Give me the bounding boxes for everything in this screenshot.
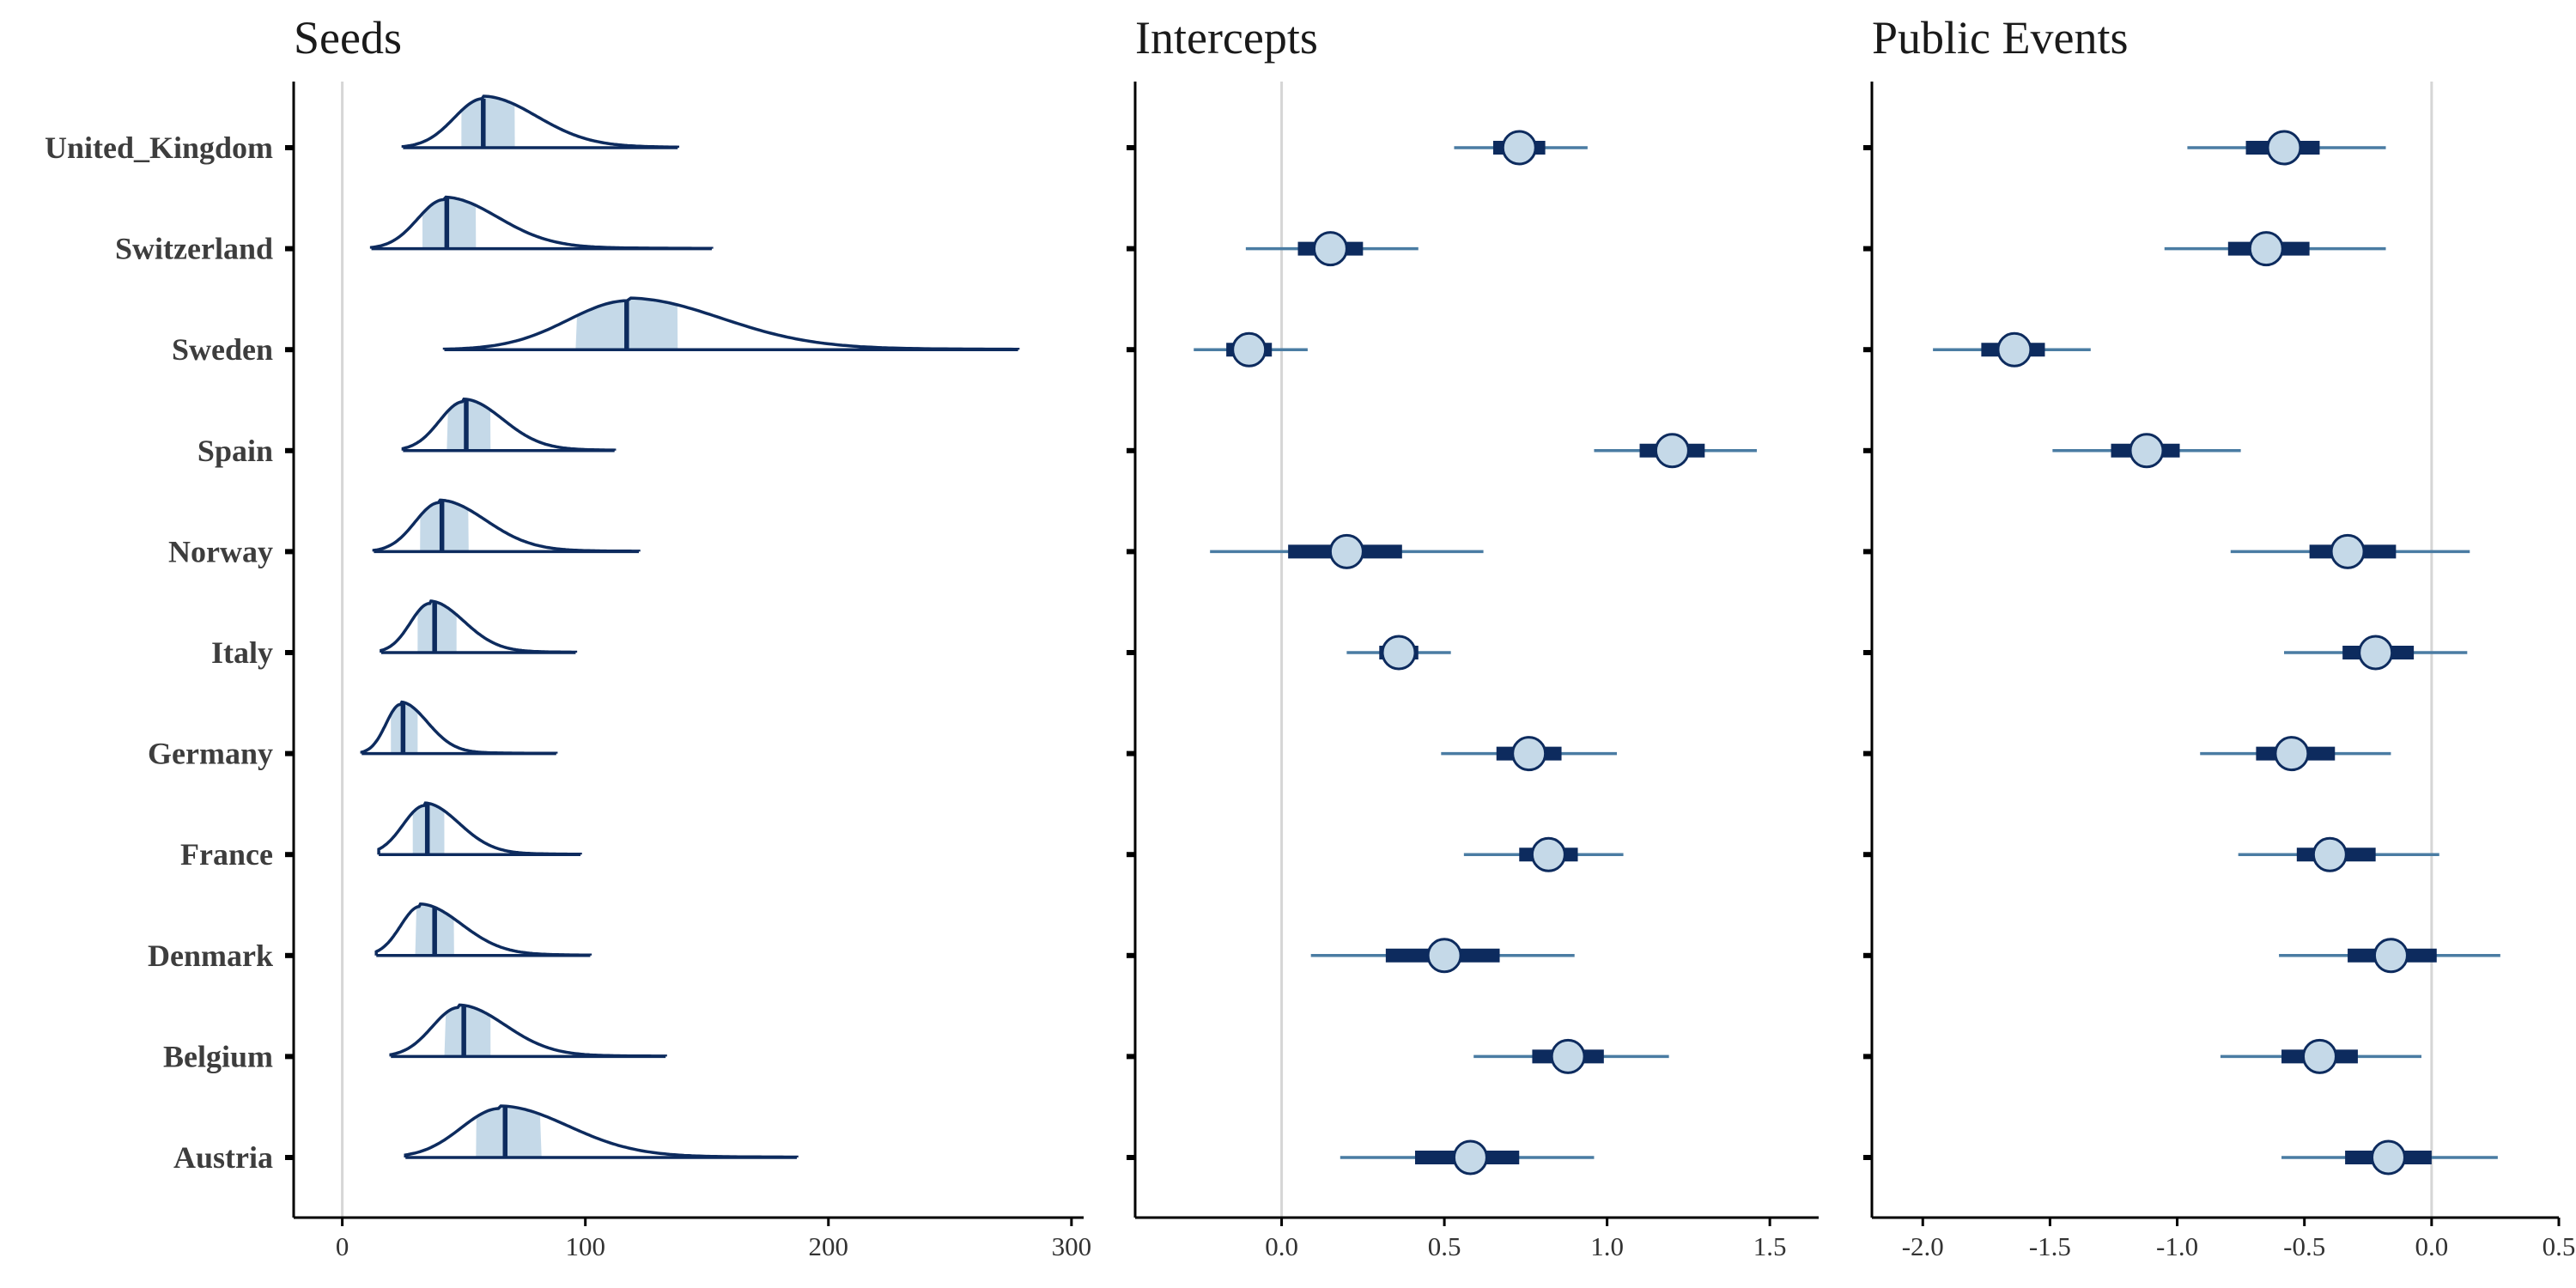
point-estimate-norway [2330,533,2366,569]
density-curve-italy [380,599,578,654]
x-tick-label: -1.0 [2156,1231,2198,1261]
point-estimate-spain [1654,433,1690,469]
x-tick-label: -0.5 [2283,1231,2325,1261]
point-estimate-united-kingdom [1501,130,1537,166]
point-estimate-denmark [1426,938,1462,974]
panel-seeds: Seeds 0 100 200 300 United_Kingdom Switzerlan… [45,12,1091,1261]
point-estimate-united-kingdom [2266,130,2302,166]
point-estimate-norway [1328,533,1364,569]
point-estimate-germany [2274,736,2310,772]
panel-intercepts: Intercepts 0.0 0.5 1.0 1.5 [1127,12,1819,1261]
density-curve-france [377,801,582,856]
density-curve-norway [372,498,641,553]
density-band-norway [420,500,469,552]
point-estimate-germany [1511,736,1547,772]
density-curve-austria [404,1104,799,1159]
country-label-austria: Austria [173,1140,273,1175]
x-tick-label: 0.0 [2415,1231,2448,1261]
density-curve-united-kingdom [401,94,680,149]
density-band-switzerland [422,197,477,249]
country-label-germany: Germany [148,737,273,771]
x-tick-label: -1.5 [2029,1231,2071,1261]
density-band-austria [476,1106,542,1157]
x-tick-label: 0.0 [1265,1231,1298,1261]
x-tick-label: 0.5 [2543,1231,2576,1261]
country-label-france: France [180,837,273,872]
density-band-belgium [444,1005,491,1057]
point-estimate-france [2312,836,2348,872]
point-estimate-switzerland [2248,231,2284,267]
x-tick-label: 100 [565,1231,605,1261]
panel-title-seeds: Seeds [294,12,402,64]
point-estimate-sweden [1231,331,1267,368]
x-tick-label: 0 [336,1231,349,1261]
country-label-switzerland: Switzerland [115,232,273,266]
point-estimate-italy [2358,635,2394,671]
density-band-spain [447,398,491,451]
x-tick-label: 200 [809,1231,849,1261]
country-label-norway: Norway [168,534,273,568]
x-tick-label: -2.0 [1902,1231,1944,1261]
point-estimate-belgium [2301,1038,2337,1074]
country-label-sweden: Sweden [172,332,273,367]
point-estimate-austria [1452,1139,1488,1176]
density-curve-spain [401,397,617,452]
country-label-united-kingdom: United_Kingdom [45,131,273,165]
x-tick-label: 0.5 [1428,1231,1461,1261]
x-tick-label: 1.0 [1590,1231,1624,1261]
point-estimate-austria [2370,1139,2406,1176]
country-label-italy: Italy [211,635,273,670]
point-estimate-sweden [1996,331,2032,368]
density-curve-sweden [442,296,1020,351]
density-curve-belgium [389,1003,667,1058]
country-label-denmark: Denmark [148,939,273,973]
density-curve-denmark [374,902,592,957]
density-band-united-kingdom [461,96,515,148]
point-estimate-italy [1381,635,1417,671]
point-estimate-switzerland [1312,231,1348,267]
country-label-belgium: Belgium [163,1039,273,1073]
density-band-italy [417,601,457,653]
point-estimate-france [1530,836,1566,872]
country-label-spain: Spain [197,434,273,468]
panel-title-intercepts: Intercepts [1135,12,1318,64]
point-estimate-belgium [1550,1038,1586,1074]
panel-public-events: Public Events -2.0 -1.5 -1.0 -0.5 0.0 0.5 [1863,12,2575,1261]
x-tick-label: 1.5 [1753,1231,1787,1261]
point-estimate-denmark [2372,938,2409,974]
x-tick-label: 300 [1052,1231,1092,1261]
panel-title-public-events: Public Events [1872,12,2128,64]
point-estimate-spain [2129,433,2165,469]
